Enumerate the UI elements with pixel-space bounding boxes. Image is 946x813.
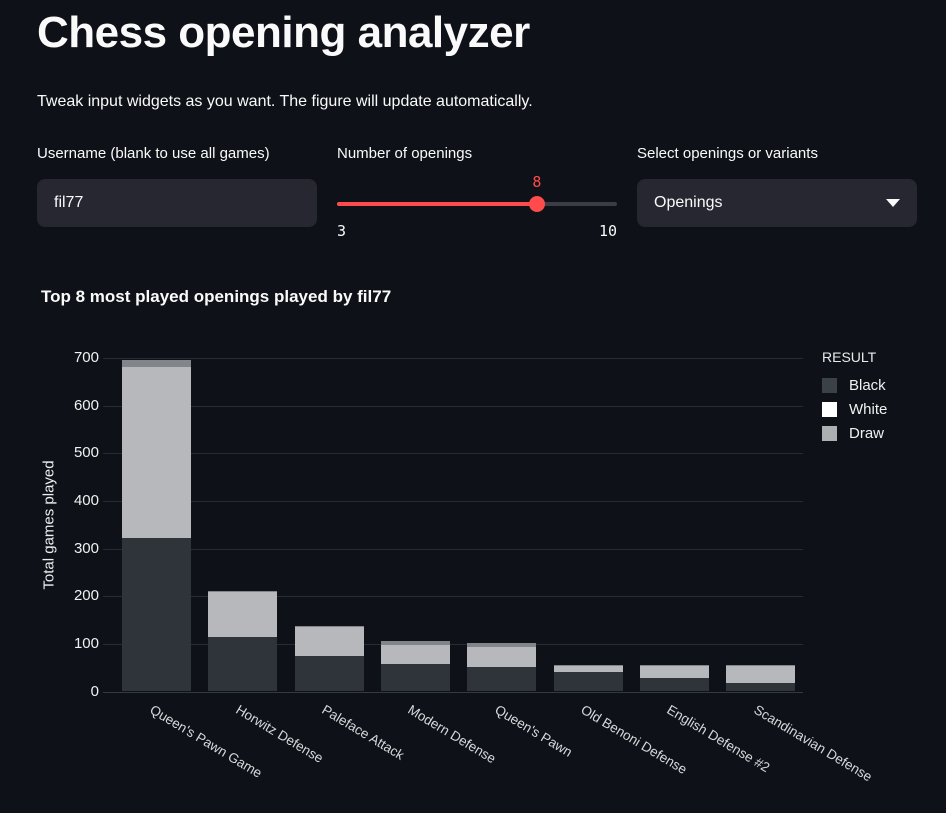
bar-draw-segment [467,642,537,647]
y-tick-label: 500 [73,444,99,462]
bar-white-segment [553,665,623,673]
openings-slider-label: Number of openings [337,145,473,162]
gridline-300 [103,548,803,550]
slider-thumb[interactable] [528,196,545,212]
page-title: Chess opening analyzer [37,8,530,57]
x-tick-label: Queen's Pawn [491,702,575,760]
bar-black-segment [294,656,364,692]
bar-black-segment [639,677,709,692]
y-axis-title: Total games played [40,460,58,590]
bar-white-segment [639,665,709,678]
gridline-600 [103,405,803,407]
bar-white-segment [380,644,450,665]
bar-black-segment [726,682,796,692]
stacked-bar-chart: Total games played RESULT Black White Draw… [37,330,917,813]
variant-select-label: Select openings or variants [637,145,818,162]
legend-swatch-white [822,401,837,417]
chart-legend: RESULT Black White Draw [822,349,887,445]
bar-white-segment [726,666,796,683]
bar-white-segment [208,592,278,638]
bar-black-segment [380,664,450,692]
slider-current-value: 8 [532,173,542,191]
legend-item-black: Black [822,373,887,397]
openings-slider: 8 3 10 [337,143,617,243]
page-subtitle: Tweak input widgets as you want. The fig… [37,93,533,110]
bar-black-segment [208,637,278,692]
legend-swatch-draw [822,425,837,441]
bar-draw-segment [208,591,278,593]
variant-selectbox[interactable]: Openings [637,179,917,227]
y-tick-label: 200 [73,587,99,605]
y-tick-label: 700 [73,349,99,366]
gridline-700 [103,358,803,359]
chevron-down-icon [886,199,900,207]
legend-label: Draw [849,424,885,442]
username-input-box [37,179,317,227]
legend-title: RESULT [822,349,877,365]
username-label: Username (blank to use all games) [37,145,270,162]
gridline-200 [103,596,803,598]
legend-item-white: White [822,397,887,421]
gridline-0 [103,691,803,693]
x-tick-label: Paleface Attack [319,702,407,763]
y-tick-label: 100 [73,634,99,652]
bar-white-segment [122,367,191,538]
gridline-500 [103,453,803,455]
x-tick-label: Modern Defense [405,702,499,767]
bar-draw-segment [122,360,191,368]
bar-black-segment [553,672,623,692]
slider-fill [337,202,537,206]
slider-max-label: 10 [598,222,617,240]
bar-draw-segment [639,664,709,666]
bar-black-segment [122,537,191,692]
slider-min-label: 3 [337,222,347,240]
y-tick-label: 0 [90,682,99,700]
y-tick-label: 300 [73,539,99,557]
legend-label: White [849,400,888,418]
bar-draw-segment [294,625,364,628]
bar-draw-segment [726,664,796,667]
chart-title: Top 8 most played openings played by fil… [41,287,392,306]
legend-swatch-black [822,377,837,393]
bar-draw-segment [380,640,450,645]
variant-selected-value: Openings [654,194,723,211]
gridline-100 [103,643,803,645]
bar-draw-segment [553,664,623,666]
bar-white-segment [294,627,364,657]
x-tick-label: Scandinavian Defense [750,702,875,785]
gridline-400 [103,500,803,502]
username-input[interactable] [38,194,316,212]
y-tick-label: 400 [73,491,99,509]
legend-item-draw: Draw [822,421,887,445]
legend-label: Black [849,376,886,394]
slider-track[interactable] [337,196,617,212]
bar-black-segment [467,666,537,692]
y-tick-label: 600 [73,396,99,414]
bar-white-segment [467,646,537,667]
